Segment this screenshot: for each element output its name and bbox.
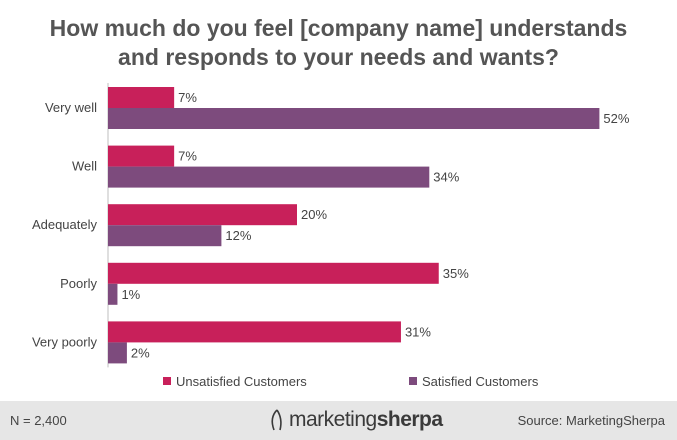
logo-text-marketing: marketing [289,408,377,431]
bar-satisfied [108,283,118,305]
data-label: 1% [121,287,140,302]
data-label: 7% [178,149,197,164]
bar-unsatisfied [108,321,401,343]
category-label: Poorly [60,276,97,291]
bar-unsatisfied [108,262,439,284]
bar-satisfied [108,166,430,188]
bar-satisfied [108,108,600,129]
source-note: Source: MarketingSherpa [517,413,665,428]
category-label: Adequately [32,217,98,232]
chart-title: How much do you feel [company name] unde… [49,15,628,70]
data-label: 12% [225,228,251,243]
sherpa-mountain-icon [271,409,282,431]
marketingsherpa-logo: marketing sherpa [268,408,443,432]
legend-label: Unsatisfied Customers [176,374,307,389]
bar-unsatisfied [108,87,175,108]
sample-size-note: N = 2,400 [10,413,67,428]
legend-swatch [163,377,171,385]
legend-label: Satisfied Customers [422,374,539,389]
bar-satisfied [108,225,222,247]
data-label: 34% [433,170,459,185]
logo-text-sherpa: sherpa [376,408,443,431]
category-label: Very poorly [32,334,98,349]
category-label: Very well [45,100,97,115]
data-label: 31% [405,324,431,339]
bar-chart: Very well 7% 52% Well 7% 34% Adequately 20% 12% P… [32,83,630,389]
footer-bar: N = 2,400 marketing sherpa Source: Market… [0,401,677,440]
category-label: Well [72,159,97,174]
bar-satisfied [108,342,127,364]
bar-unsatisfied [108,145,175,167]
data-label: 52% [603,111,629,126]
legend-swatch [409,377,417,385]
data-label: 2% [131,345,150,360]
bar-unsatisfied [108,204,297,226]
data-label: 35% [443,266,469,281]
data-label: 20% [301,207,327,222]
data-label: 7% [178,90,197,105]
